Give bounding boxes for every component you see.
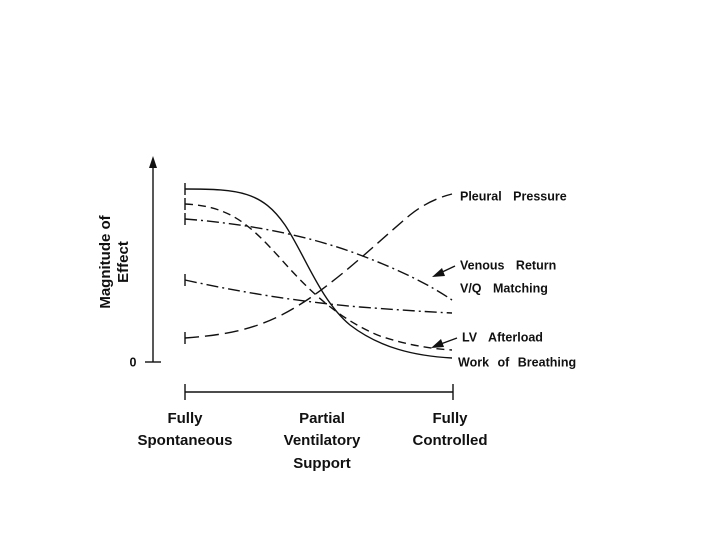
curve-label: Work of Breathing <box>458 355 576 369</box>
pleural-pressure-curve <box>184 193 453 339</box>
curve-label: LV Afterload <box>462 330 543 344</box>
y-label-line: Magnitude of <box>97 214 114 308</box>
x-label: Fully <box>167 410 203 427</box>
x-label: Controlled <box>413 432 488 449</box>
arrow-head <box>431 339 444 348</box>
x-label: Fully <box>432 410 468 427</box>
curve-label: Pleural Pressure <box>460 189 567 203</box>
y-axis-label: Magnitude of Effect <box>97 214 132 308</box>
venous-return-curve <box>184 218 453 301</box>
y-axis-arrow <box>149 156 157 168</box>
x-label: Spontaneous <box>137 432 232 449</box>
curve-label: Venous Return <box>460 258 556 272</box>
lv-afterload-curve <box>184 203 453 351</box>
x-label: Support <box>293 455 351 472</box>
curve-label: V/Q Matching <box>460 281 548 295</box>
vq-matching-curve <box>184 279 453 314</box>
x-label: Ventilatory <box>284 432 361 449</box>
x-labels: Fully Spontaneous Partial Ventilatory Su… <box>137 410 487 472</box>
work-of-breathing-curve <box>184 188 453 359</box>
arrow-head <box>432 268 445 277</box>
zero-label: 0 <box>130 355 137 369</box>
x-label: Partial <box>299 410 345 427</box>
y-label-line: Effect <box>115 241 132 283</box>
